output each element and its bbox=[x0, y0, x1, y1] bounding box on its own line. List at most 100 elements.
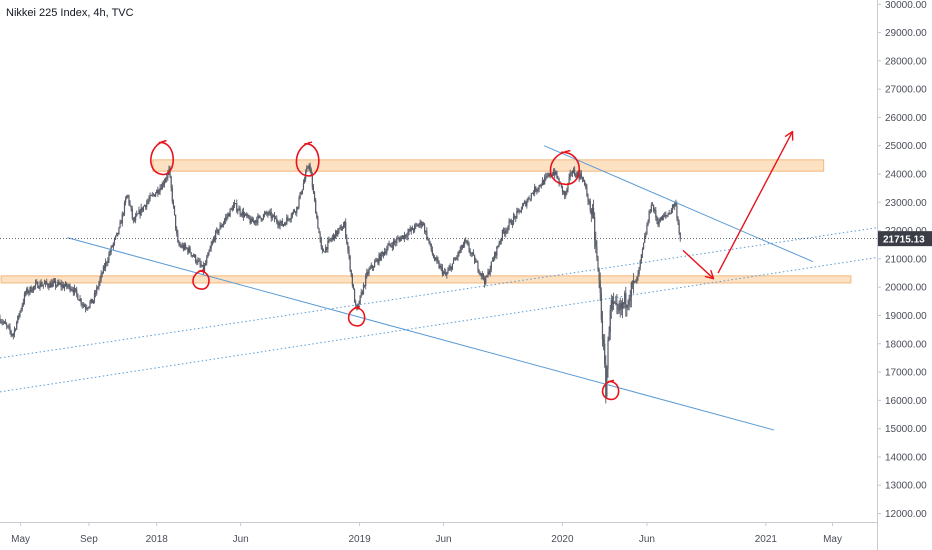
candle-body bbox=[462, 244, 465, 248]
candle-body bbox=[534, 186, 536, 194]
candle-body bbox=[570, 172, 572, 174]
candle-body bbox=[263, 213, 266, 215]
candle-body bbox=[407, 232, 409, 237]
candle-body bbox=[378, 254, 380, 264]
candle-body bbox=[519, 210, 521, 213]
up-arrow bbox=[717, 131, 794, 274]
candle-body bbox=[107, 260, 109, 264]
resistance-zone bbox=[152, 159, 825, 172]
candle-body bbox=[122, 213, 124, 215]
candle-body bbox=[446, 273, 448, 276]
candle-body bbox=[258, 215, 260, 217]
candle-body bbox=[598, 269, 600, 281]
candle-body bbox=[345, 221, 347, 237]
candle-body bbox=[416, 224, 418, 226]
dotted-trendlines bbox=[0, 227, 878, 393]
candle-body bbox=[310, 169, 312, 176]
candle-body bbox=[476, 261, 478, 263]
candle-body bbox=[449, 266, 451, 269]
price-axis[interactable]: 12000.00 13000.00 14000.00 15000.00 16000.00… bbox=[877, 0, 927, 550]
candle-body bbox=[661, 215, 664, 221]
candle-body bbox=[179, 244, 181, 246]
candle-body bbox=[260, 217, 262, 221]
candle-body bbox=[365, 275, 367, 286]
candle-body bbox=[638, 267, 640, 275]
candle-body bbox=[246, 213, 248, 217]
candle-body bbox=[80, 298, 82, 304]
time-tick-label: Jun bbox=[233, 534, 249, 545]
candle-body bbox=[63, 286, 66, 289]
candle-body bbox=[277, 222, 279, 225]
candle-body bbox=[145, 205, 147, 208]
candle-body bbox=[518, 209, 520, 211]
candle-body bbox=[152, 194, 154, 196]
candle-body bbox=[403, 234, 406, 239]
candle-body bbox=[163, 181, 166, 185]
time-tick-label: 2020 bbox=[551, 534, 574, 545]
candle-body bbox=[289, 219, 291, 220]
candle-body bbox=[14, 329, 17, 331]
candle-body bbox=[649, 211, 651, 212]
candle-body bbox=[225, 217, 227, 221]
candle-body bbox=[50, 282, 52, 288]
candle-body bbox=[371, 265, 373, 268]
candle-body bbox=[231, 208, 233, 211]
time-axis[interactable]: May Sep 2018 Jun 2019 Jun 2020 Jun 2021 May bbox=[0, 522, 877, 545]
candle-body bbox=[412, 230, 415, 231]
candle-body bbox=[331, 237, 333, 240]
candle-body bbox=[131, 208, 133, 218]
candle-body bbox=[42, 284, 44, 286]
candle-body bbox=[357, 303, 359, 309]
candle-body bbox=[584, 180, 586, 186]
candle-body bbox=[655, 210, 657, 218]
candle-body bbox=[38, 287, 40, 289]
candle-body bbox=[436, 257, 438, 261]
candle-body bbox=[544, 177, 546, 185]
candle-body bbox=[88, 306, 90, 308]
candle-body bbox=[358, 303, 360, 305]
candle-body bbox=[539, 185, 541, 187]
candle-body bbox=[418, 224, 420, 227]
candle-body bbox=[253, 220, 256, 223]
candle-body bbox=[608, 332, 610, 341]
candle-body bbox=[177, 233, 179, 243]
candle-body bbox=[556, 171, 558, 178]
candle-body bbox=[658, 221, 660, 225]
candle-body bbox=[18, 315, 20, 317]
candle-body bbox=[327, 240, 329, 250]
candle-body bbox=[496, 246, 498, 256]
candle-body bbox=[665, 214, 667, 216]
candle-body bbox=[515, 216, 517, 219]
down-arrow bbox=[682, 249, 715, 280]
candle-body bbox=[169, 168, 171, 177]
candle-body bbox=[203, 265, 206, 272]
candle-body bbox=[30, 286, 32, 293]
candle-body bbox=[441, 267, 443, 275]
candle-body bbox=[397, 238, 399, 240]
candle-body bbox=[635, 281, 637, 283]
candle-body bbox=[208, 251, 210, 254]
candle-body bbox=[176, 228, 178, 234]
candle-body bbox=[316, 213, 318, 218]
candle-body bbox=[54, 280, 57, 287]
candle-body bbox=[261, 219, 263, 221]
candle-body bbox=[465, 239, 467, 241]
candle-body bbox=[243, 214, 246, 217]
candle-body bbox=[654, 210, 656, 211]
candle-body bbox=[565, 192, 567, 196]
candle-body bbox=[301, 189, 303, 194]
candle-body bbox=[656, 217, 658, 222]
candle-body bbox=[271, 215, 273, 219]
candle-body bbox=[245, 213, 247, 215]
candle-body bbox=[580, 173, 582, 178]
candle-body bbox=[196, 261, 198, 263]
candle-body bbox=[281, 220, 283, 226]
candle-body bbox=[332, 234, 335, 238]
candle-body bbox=[502, 229, 505, 232]
candle-body bbox=[187, 248, 189, 253]
candle-body bbox=[445, 271, 447, 276]
candle-body bbox=[141, 207, 143, 211]
candle-body bbox=[11, 333, 13, 336]
candle-body bbox=[82, 304, 84, 306]
